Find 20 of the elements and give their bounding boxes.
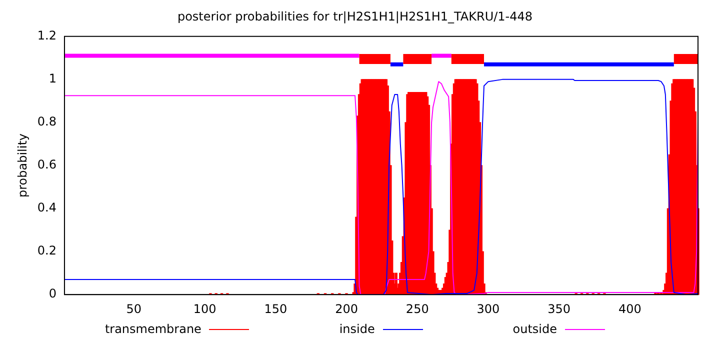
- x-tick-label: 50: [126, 302, 142, 316]
- x-tick-label: 400: [618, 302, 642, 316]
- y-tick-label: 0.6: [37, 158, 56, 172]
- chart-title: posterior probabilities for tr|H2S1H1|H2S1H1_TAKRU/1-448: [177, 9, 533, 24]
- y-axis-title: probability: [15, 133, 30, 198]
- y-tick-label: 0.8: [37, 114, 56, 129]
- y-tick-label: 1: [48, 72, 56, 86]
- legend-label: inside: [339, 322, 375, 336]
- x-tick-label: 250: [406, 302, 429, 316]
- x-tick-label: 300: [476, 302, 500, 316]
- legend-label: transmembrane: [104, 322, 202, 336]
- y-tick-label: 1.2: [37, 28, 56, 43]
- y-tick-label: 0.4: [37, 200, 56, 215]
- y-tick-label: 0.2: [37, 244, 56, 258]
- x-tick-label: 200: [335, 302, 358, 316]
- legend-label: outside: [512, 322, 558, 336]
- x-tick-label: 100: [193, 302, 216, 316]
- x-tick-label: 150: [264, 302, 288, 316]
- y-tick-label: 0: [48, 286, 56, 301]
- x-tick-label: 350: [548, 302, 571, 316]
